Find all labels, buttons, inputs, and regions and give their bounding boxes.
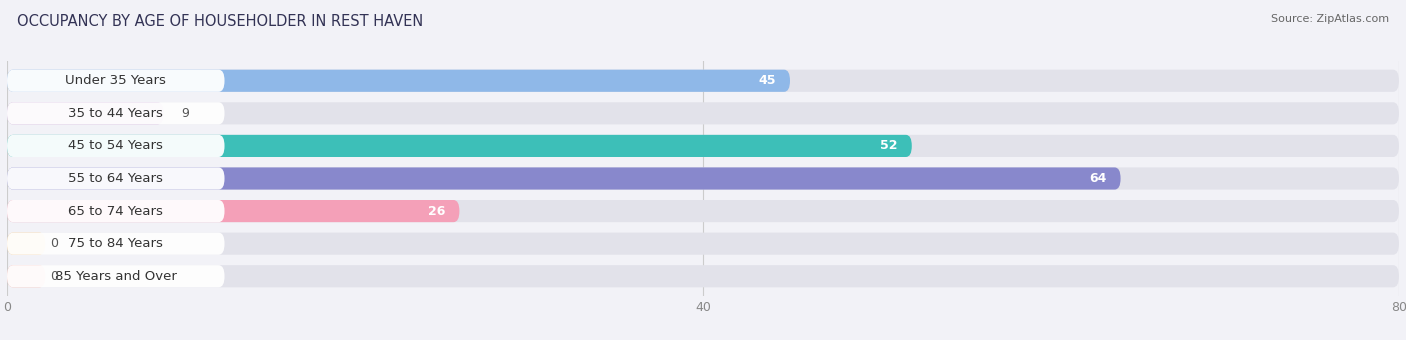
FancyBboxPatch shape [7, 70, 790, 92]
FancyBboxPatch shape [7, 135, 1399, 157]
FancyBboxPatch shape [7, 233, 45, 255]
FancyBboxPatch shape [7, 233, 225, 255]
Text: 45 to 54 Years: 45 to 54 Years [69, 139, 163, 152]
FancyBboxPatch shape [7, 102, 163, 124]
Text: 55 to 64 Years: 55 to 64 Years [69, 172, 163, 185]
Text: 26: 26 [427, 205, 446, 218]
FancyBboxPatch shape [7, 135, 225, 157]
FancyBboxPatch shape [7, 102, 225, 124]
FancyBboxPatch shape [7, 167, 1121, 190]
FancyBboxPatch shape [7, 200, 225, 222]
FancyBboxPatch shape [7, 135, 912, 157]
Text: OCCUPANCY BY AGE OF HOUSEHOLDER IN REST HAVEN: OCCUPANCY BY AGE OF HOUSEHOLDER IN REST … [17, 14, 423, 29]
FancyBboxPatch shape [7, 167, 225, 190]
FancyBboxPatch shape [7, 70, 225, 92]
FancyBboxPatch shape [7, 200, 460, 222]
Text: Under 35 Years: Under 35 Years [65, 74, 166, 87]
Text: 9: 9 [181, 107, 188, 120]
Text: 75 to 84 Years: 75 to 84 Years [69, 237, 163, 250]
FancyBboxPatch shape [7, 102, 1399, 124]
Text: 52: 52 [880, 139, 898, 152]
Text: 85 Years and Over: 85 Years and Over [55, 270, 177, 283]
Text: 65 to 74 Years: 65 to 74 Years [69, 205, 163, 218]
FancyBboxPatch shape [7, 265, 45, 287]
FancyBboxPatch shape [7, 167, 1399, 190]
Text: 64: 64 [1090, 172, 1107, 185]
FancyBboxPatch shape [7, 70, 1399, 92]
FancyBboxPatch shape [7, 233, 1399, 255]
FancyBboxPatch shape [7, 200, 1399, 222]
Text: 0: 0 [51, 237, 59, 250]
FancyBboxPatch shape [7, 265, 225, 287]
Text: 45: 45 [759, 74, 776, 87]
Text: 35 to 44 Years: 35 to 44 Years [69, 107, 163, 120]
Text: 0: 0 [51, 270, 59, 283]
FancyBboxPatch shape [7, 265, 1399, 287]
Text: Source: ZipAtlas.com: Source: ZipAtlas.com [1271, 14, 1389, 23]
